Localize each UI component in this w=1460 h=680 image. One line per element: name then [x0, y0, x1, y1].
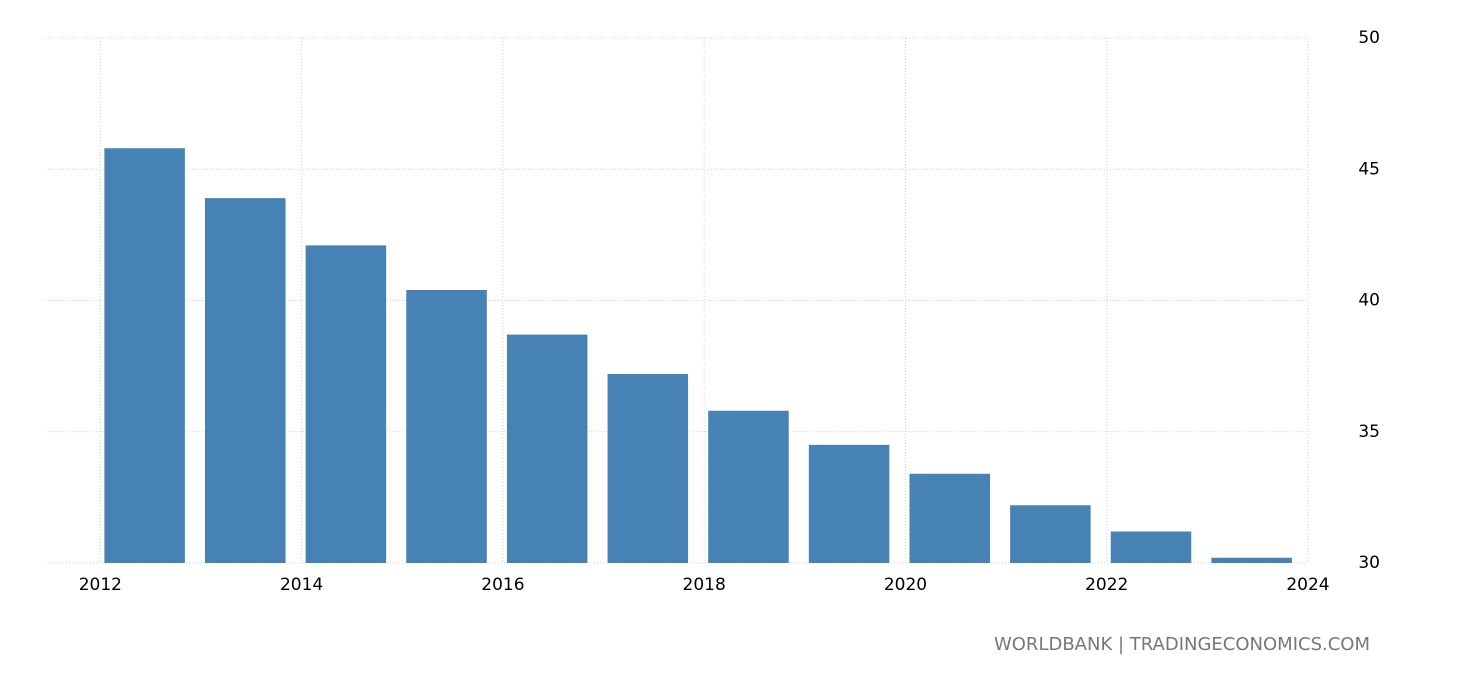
bar [1211, 557, 1292, 563]
bar [205, 198, 286, 563]
bar [406, 290, 487, 563]
bar [808, 444, 890, 563]
source: WORLDBANK | TRADINGECONOMICS.COM [994, 634, 1370, 655]
bar [506, 334, 588, 563]
x-tick-label: 2012 [79, 575, 122, 595]
x-tick-label: 2020 [884, 575, 927, 595]
bar [1110, 531, 1192, 563]
x-tick-label: 2018 [683, 575, 726, 595]
y-tick-label: 35 [1358, 422, 1380, 442]
bar [305, 245, 387, 563]
x-tick-label: 2014 [280, 575, 323, 595]
y-tick-label: 30 [1358, 553, 1380, 573]
x-tick-label: 2022 [1085, 575, 1128, 595]
bar [607, 374, 689, 563]
bar [909, 473, 990, 563]
y-tick-label: 50 [1358, 28, 1380, 48]
bar [104, 148, 185, 563]
bar [1010, 505, 1091, 563]
y-tick-label: 40 [1358, 291, 1380, 311]
bar [708, 410, 789, 563]
x-tick-label: 2024 [1286, 575, 1329, 595]
y-tick-label: 45 [1358, 159, 1380, 179]
x-tick-label: 2016 [481, 575, 524, 595]
